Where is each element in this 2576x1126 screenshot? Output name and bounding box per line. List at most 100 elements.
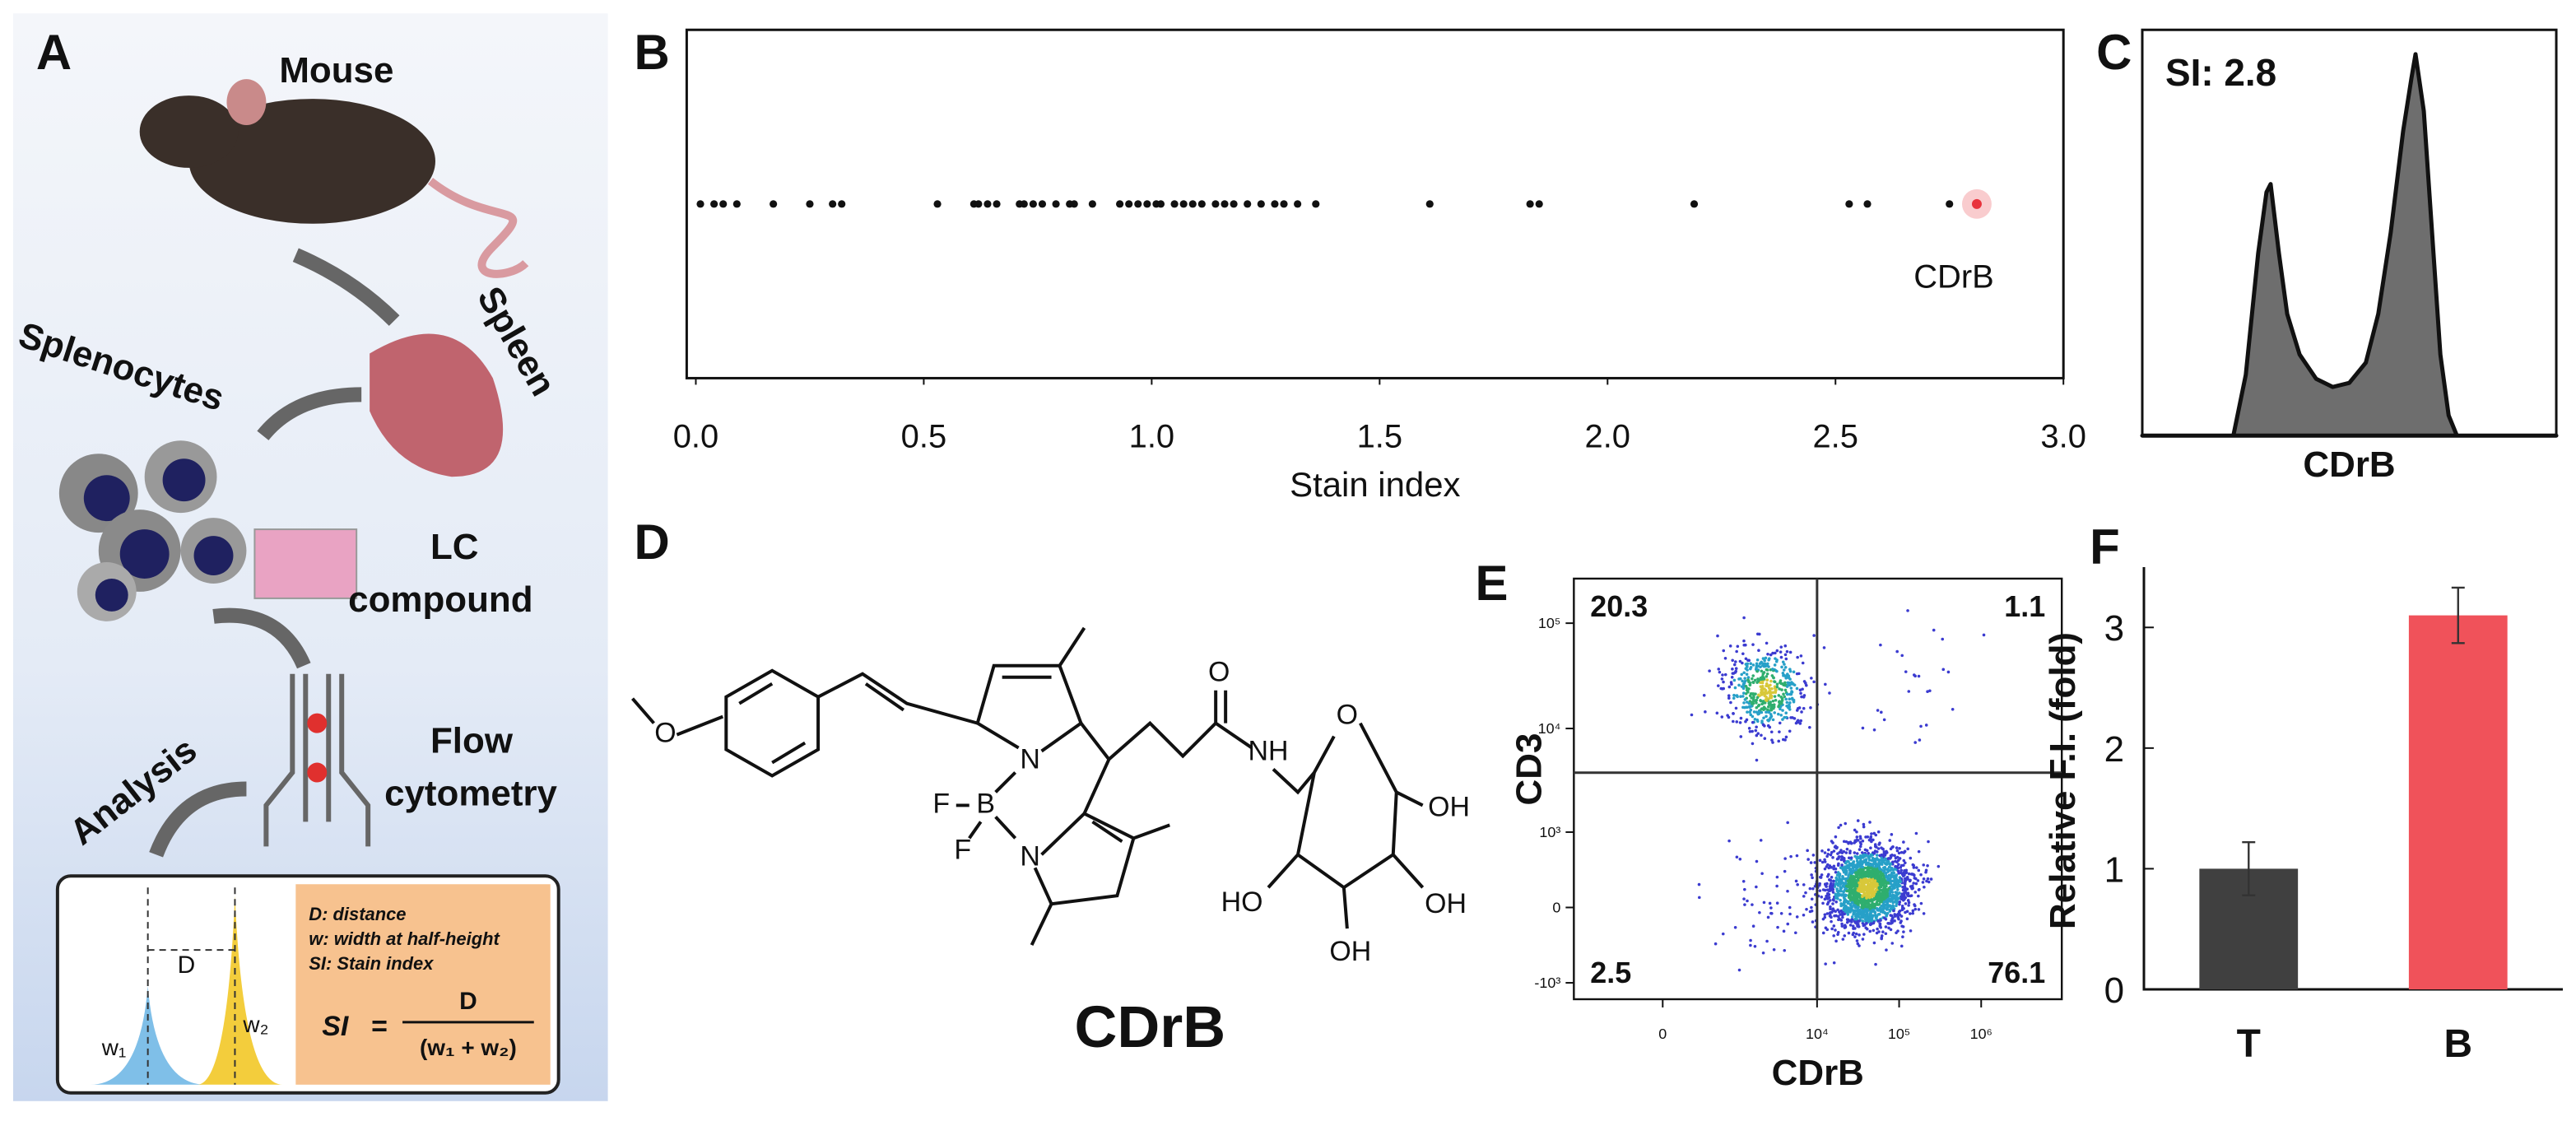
event-dot [1843, 934, 1847, 938]
point [983, 200, 992, 208]
event-dot [1868, 923, 1872, 926]
event-dot [1913, 904, 1917, 908]
event-dot [1855, 884, 1858, 888]
event-dot [1749, 938, 1752, 942]
event-dot [1913, 907, 1918, 911]
event-dot [1755, 758, 1759, 762]
event-dot [1759, 839, 1763, 842]
event-dot [1784, 697, 1788, 701]
event-dot [1838, 872, 1842, 876]
event-dot [1876, 891, 1880, 894]
event-dot [1786, 821, 1789, 825]
event-dot [1858, 912, 1862, 916]
event-dot [1831, 841, 1834, 844]
event-dot [1742, 682, 1746, 685]
event-dot [1928, 689, 1932, 693]
event-dot [1858, 848, 1862, 851]
event-dot [1802, 913, 1806, 917]
event-dot [1825, 902, 1830, 906]
event-dot [1894, 864, 1898, 868]
event-dot [1886, 911, 1890, 915]
event-dot [1850, 905, 1853, 910]
event-dot [1868, 929, 1872, 933]
event-dot [1889, 922, 1893, 925]
event-dot [1813, 861, 1817, 864]
event-dot [1848, 840, 1853, 844]
event-dot [1861, 865, 1865, 869]
event-dot [1720, 715, 1724, 719]
event-dot [1820, 849, 1824, 853]
event-dot [1777, 739, 1781, 743]
event-dot [1892, 909, 1895, 913]
event-dot [1904, 910, 1907, 914]
event-dot [1749, 691, 1753, 696]
event-dot [1924, 724, 1928, 727]
event-dot [1892, 882, 1896, 886]
event-dot [1751, 729, 1754, 733]
event-dot [1732, 696, 1736, 700]
event-dot [1727, 839, 1731, 843]
peak [197, 896, 283, 1085]
event-dot [1892, 900, 1896, 904]
event-dot [1762, 671, 1766, 674]
event-dot [1831, 902, 1834, 905]
point [838, 200, 846, 208]
event-dot [1764, 698, 1768, 701]
event-dot [1890, 905, 1894, 909]
event-dot [1870, 917, 1874, 920]
peak-label: w₁ [101, 1035, 127, 1060]
event-dot [1882, 850, 1886, 854]
event-dot [1865, 872, 1869, 877]
mouse-ear [226, 79, 267, 126]
event-dot [1899, 871, 1903, 875]
event-dot [1780, 697, 1784, 700]
event-dot [1885, 948, 1888, 952]
event-dot [1761, 951, 1765, 955]
event-dot [1739, 716, 1743, 720]
event-dot [1765, 678, 1769, 682]
event-dot [1886, 868, 1890, 872]
event-dot [1753, 945, 1757, 948]
event-dot [1867, 851, 1870, 855]
event-dot [1927, 880, 1931, 884]
atom: OH [1428, 791, 1470, 822]
cell-dot [307, 762, 328, 783]
event-dot [1761, 723, 1765, 727]
event-dot [1876, 908, 1879, 912]
event-dot [1883, 905, 1886, 910]
event-dot [1741, 661, 1744, 665]
event-dot [1783, 681, 1787, 685]
event-dot [1752, 695, 1755, 699]
event-dot [1777, 700, 1781, 704]
event-dot [1788, 700, 1792, 705]
event-dot [1749, 713, 1753, 717]
event-dot [1909, 878, 1912, 882]
event-dot [1889, 882, 1893, 886]
event-dot [1804, 682, 1807, 685]
event-dot [1804, 891, 1807, 895]
event-dot [1804, 683, 1808, 687]
event-dot [1821, 917, 1825, 921]
event-dot [1825, 854, 1829, 858]
event-dot [1823, 897, 1827, 901]
event-dot [1722, 680, 1725, 684]
event-dot [1888, 900, 1892, 903]
event-dot [1802, 895, 1806, 898]
event-dot [1830, 882, 1833, 885]
y-tick-label: 0 [1552, 899, 1560, 915]
event-dot [1771, 691, 1775, 695]
event-dot [1784, 711, 1788, 715]
event-dot [1914, 831, 1918, 835]
x-tick-label: 3.0 [2040, 418, 2085, 454]
event-dot [1794, 721, 1798, 725]
event-dot [1762, 716, 1765, 720]
event-dot [1904, 880, 1907, 883]
event-dot [1759, 665, 1762, 669]
event-dot [1877, 903, 1881, 906]
event-dot [1824, 962, 1827, 965]
event-dot [1755, 725, 1758, 729]
event-dot [1855, 939, 1859, 942]
event-dot [1768, 725, 1772, 729]
event-dot [1753, 717, 1757, 721]
event-dot [1904, 670, 1908, 673]
